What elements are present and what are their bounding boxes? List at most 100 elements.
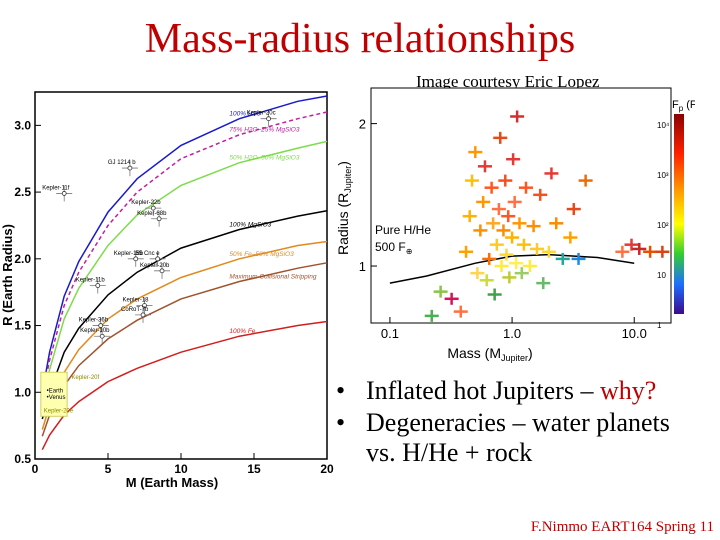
colorbar xyxy=(674,114,684,314)
hot-jupiter-point xyxy=(479,274,494,287)
hot-jupiter-point xyxy=(501,210,516,223)
hot-jupiter-point xyxy=(506,153,521,166)
left-y-tick-label: 1.0 xyxy=(14,385,31,399)
hot-jupiter-point xyxy=(510,110,525,123)
hot-jupiter-point xyxy=(491,203,506,216)
planet-label: Kepler-11f xyxy=(42,185,70,191)
planet-label: Kepler-18 xyxy=(123,298,150,304)
hot-jupiter-point xyxy=(643,245,658,258)
curve-label: Maximum Collisional Stripping xyxy=(229,274,316,281)
hot-jupiter-point xyxy=(516,238,531,251)
curve-label: 100% Fe xyxy=(229,328,255,335)
planet-point: Kepler-22b xyxy=(131,200,161,217)
colorbar-tick-label: 10² xyxy=(657,221,669,230)
hot-jupiter-point xyxy=(615,245,630,258)
hot-jupiter-point xyxy=(482,252,497,265)
hot-jupiter-point xyxy=(462,210,477,223)
bullet-list: • Inflated hot Jupiters – why? • Degenerac… xyxy=(336,376,716,470)
left-x-axis-label: M (Earth Mass) xyxy=(126,475,218,490)
planet-point: CoRoT-7b xyxy=(121,307,152,323)
hot-jupiter-point xyxy=(433,285,448,298)
left-x-tick-label: 15 xyxy=(247,462,261,476)
planet-point: Kepler-68b xyxy=(137,210,167,227)
planet-label: CoRoT-7b xyxy=(121,307,149,313)
hot-jupiter-point xyxy=(632,242,647,255)
curve-100-fe xyxy=(41,320,328,451)
hot-jupiter-point xyxy=(578,174,593,187)
right-plot-frame xyxy=(370,87,672,324)
hot-jupiter-point xyxy=(470,267,485,280)
left-y-tick-label: 0.5 xyxy=(14,452,31,466)
planet-label: 55 Cnc e xyxy=(136,251,161,257)
hot-jupiter-point xyxy=(509,257,524,270)
hot-jupiter-point xyxy=(555,252,570,265)
hot-jupiter-point xyxy=(505,231,520,244)
hot-jupiter-point xyxy=(476,195,491,208)
colorbar-tick-label: 10³ xyxy=(657,171,669,180)
curve-label: 50% H2O–50% MgSiO3 xyxy=(229,155,299,162)
hot-jupiter-point xyxy=(541,245,556,258)
bullet-2-continuation: vs. H/He + rock xyxy=(366,438,533,467)
bullet-dot: • xyxy=(336,408,346,437)
left-x-tick-label: 5 xyxy=(105,462,112,476)
mass-radius-chart: 100% H2O 75% H2O–25% MgSiO3 50% H2O–50% Mg… xyxy=(0,91,334,490)
hot-jupiter-point xyxy=(489,238,504,251)
hot-jupiter-point xyxy=(499,248,514,261)
hot-jupiter-point xyxy=(459,245,474,258)
bullet-1: • Inflated hot Jupiters – why? xyxy=(336,376,716,406)
slide-credit: F.Nimmo EART164 Spring 11 xyxy=(530,519,714,535)
planet-label: Kepler-10b xyxy=(80,328,110,334)
hot-jupiter-point xyxy=(533,188,548,201)
right-x-tick-label: 10.0 xyxy=(622,326,647,341)
hot-jupiter-point xyxy=(484,181,499,194)
bullet-2: • Degeneracies – water planets vs. H/He + … xyxy=(336,408,716,468)
bullet-dot: • xyxy=(336,376,346,405)
left-y-tick-label: 2.5 xyxy=(14,185,31,199)
hot-jupiter-point xyxy=(522,260,537,273)
hot-jupiter-point xyxy=(473,224,488,237)
planet-point: Kepler-18 xyxy=(123,297,153,314)
hot-jupiter-point xyxy=(498,174,513,187)
earth-venus-box xyxy=(40,371,68,417)
hot-jupiter-point xyxy=(563,231,578,244)
hot-jupiter-point xyxy=(465,174,480,187)
hot-jupiter-point xyxy=(494,260,509,273)
left-x-tick-label: 0 xyxy=(32,462,39,476)
kepler-20f-label: Kepler-20f xyxy=(72,375,100,381)
hot-jupiter-point xyxy=(468,146,483,159)
right-x-tick-label: 1.0 xyxy=(503,326,521,341)
hot-jupiter-point xyxy=(477,160,492,173)
right-y-axis-label: Radius (RJupiter) xyxy=(335,161,353,255)
hot-jupiter-point xyxy=(493,131,508,144)
curve-75-h2o-25-mgsio3 xyxy=(41,111,328,397)
hot-jupiter-point xyxy=(544,167,559,180)
hot-jupiter-point xyxy=(514,267,529,280)
left-x-tick-label: 20 xyxy=(320,462,334,476)
hot-jupiter-point xyxy=(502,271,517,284)
planet-label: Kepler-20c xyxy=(247,111,276,117)
hot-jupiter-point xyxy=(507,195,522,208)
pure-hhe-curve xyxy=(389,253,635,284)
bullet-1-accent: why? xyxy=(599,376,657,405)
bullet-1-text: Inflated hot Jupiters – xyxy=(366,376,600,405)
hot-jupiter-point xyxy=(512,217,527,230)
colorbar-label: Fp (F⊕) xyxy=(672,99,695,113)
planet-point: Kepler-11b xyxy=(76,277,106,294)
hot-jupiter-point xyxy=(444,292,459,305)
left-y-axis-label: R (Earth Radius) xyxy=(0,224,15,326)
hot-jupiter-point xyxy=(518,181,533,194)
planet-point: GJ 1214 b xyxy=(108,160,138,177)
hot-jupiter-point xyxy=(526,220,541,233)
curve-label: 75% H2O–25% MgSiO3 xyxy=(229,127,299,134)
hot-jupiter-point xyxy=(486,217,501,230)
curve-label: 100% H2O xyxy=(229,111,261,118)
planet-label: Kepler-22b xyxy=(131,200,161,206)
hot-jupiter-point xyxy=(487,288,502,301)
venus-label: •Venus xyxy=(47,395,66,401)
left-y-tick-label: 3.0 xyxy=(14,118,31,132)
right-x-axis-label: Mass (MJupiter) xyxy=(447,345,532,363)
planet-label: Kepler-36b xyxy=(79,318,109,324)
curve-label-flux: 500 F⊕ xyxy=(375,240,412,256)
colorbar-tick-label: 1 xyxy=(657,321,662,330)
hot-jupiter-point xyxy=(424,309,439,322)
